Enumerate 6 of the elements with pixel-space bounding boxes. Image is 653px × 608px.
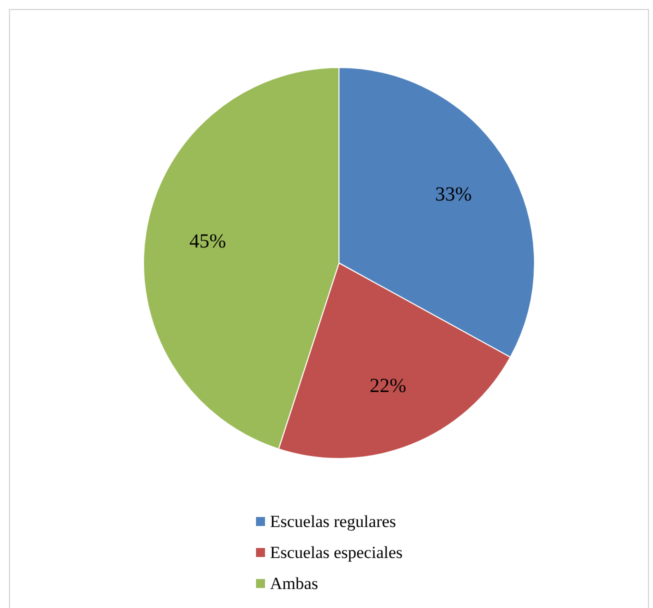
data-label: 45% — [189, 230, 226, 252]
legend-label: Escuelas especiales — [270, 542, 403, 562]
legend-label: Escuelas regulares — [270, 512, 396, 532]
data-label: 22% — [370, 374, 406, 397]
data-label: 33% — [435, 184, 472, 206]
legend-label: Ambas — [270, 574, 318, 594]
